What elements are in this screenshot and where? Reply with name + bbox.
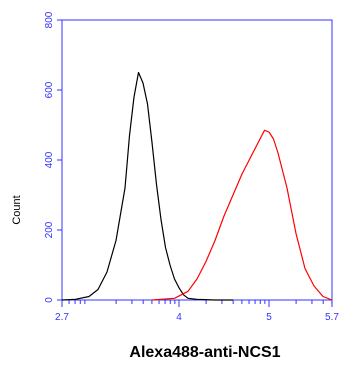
histogram-line-1 bbox=[61, 71, 233, 301]
histogram-line-2 bbox=[151, 129, 333, 301]
tick-labels: 0 200 400 600 800 2.7 4 5 5.7 bbox=[44, 11, 339, 323]
x-tick-label: 5.7 bbox=[325, 312, 339, 323]
histogram-series bbox=[61, 71, 333, 301]
plot-frame bbox=[61, 19, 333, 301]
y-tick-label: 400 bbox=[44, 151, 55, 168]
x-axis-title: Alexa488-anti-NCS1 bbox=[129, 344, 280, 361]
axis-ticks bbox=[57, 19, 333, 307]
x-tick-label: 4 bbox=[176, 312, 182, 323]
x-tick-label: 2.7 bbox=[55, 312, 69, 323]
y-tick-label: 800 bbox=[44, 11, 55, 28]
y-tick-label: 200 bbox=[44, 221, 55, 238]
x-tick-label: 5 bbox=[266, 312, 272, 323]
y-axis-title: Count bbox=[11, 195, 23, 224]
y-tick-label: 0 bbox=[44, 297, 55, 303]
y-tick-label: 600 bbox=[44, 81, 55, 98]
